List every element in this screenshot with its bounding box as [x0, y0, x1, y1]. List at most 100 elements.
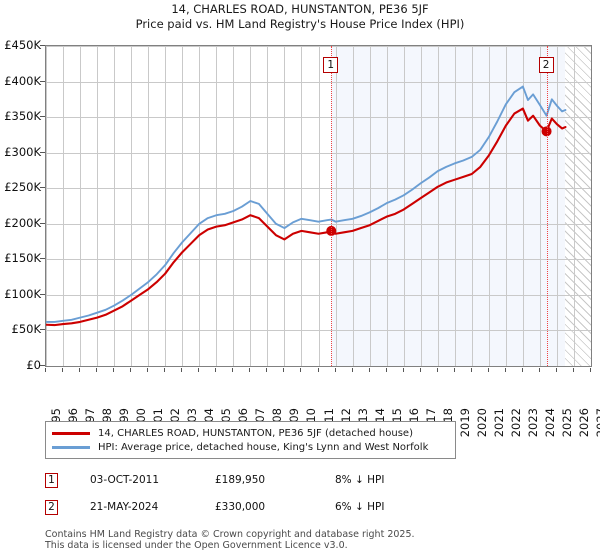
x-axis-tick-mark	[45, 368, 46, 372]
chart-legend: 14, CHARLES ROAD, HUNSTANTON, PE36 5JF (…	[45, 421, 456, 459]
legend-entry-property: 14, CHARLES ROAD, HUNSTANTON, PE36 5JF (…	[52, 426, 449, 440]
x-axis-tick-mark	[419, 368, 421, 372]
x-axis-tick-mark	[198, 368, 200, 372]
gridline-vertical	[80, 46, 82, 366]
legend-label-hpi: HPI: Average price, detached house, King…	[98, 441, 429, 453]
x-axis-tick-label: 2024	[542, 408, 557, 438]
gridline-vertical	[63, 46, 65, 366]
sale-vline-2	[546, 46, 548, 366]
x-axis-tick-mark	[266, 368, 268, 372]
y-axis-tick-mark	[40, 151, 45, 153]
transaction-marker-1: 1	[45, 473, 58, 488]
series-line-hpi	[46, 85, 567, 323]
gridline-vertical	[216, 46, 218, 366]
y-axis-tick-label: £300K	[4, 144, 41, 159]
y-axis-tick-label: £250K	[4, 180, 41, 195]
transaction-hpi-delta: 6% ↓ HPI	[335, 501, 385, 513]
y-axis-tick-label: £150K	[4, 251, 41, 266]
transaction-date: 21-MAY-2024	[90, 501, 159, 513]
y-axis-tick-mark	[40, 45, 45, 46]
x-axis-tick-label: 2023	[525, 408, 540, 438]
y-axis-tick-mark	[40, 365, 45, 366]
x-axis-tick-mark	[436, 368, 438, 372]
x-axis-tick-mark	[351, 368, 353, 372]
gridline-vertical	[335, 46, 337, 366]
gridline-vertical	[301, 46, 303, 366]
sale-vline-1	[331, 46, 333, 366]
x-axis-tick-mark	[504, 368, 506, 372]
gridline-vertical	[352, 46, 354, 366]
gridline-vertical	[114, 46, 116, 366]
series-container	[46, 85, 567, 327]
x-axis-tick-mark	[215, 368, 217, 372]
gridline-vertical	[182, 46, 184, 366]
x-axis-tick-mark	[96, 368, 98, 372]
x-axis-tick-label: 2020	[474, 408, 489, 438]
series-line-property	[46, 107, 567, 327]
x-axis-tick-mark	[453, 368, 455, 372]
gridline-vertical	[454, 46, 456, 366]
x-axis-tick-mark	[164, 368, 166, 372]
x-axis-tick-mark	[590, 368, 591, 372]
legend-swatch-property	[52, 431, 90, 435]
x-axis-tick-mark	[147, 368, 149, 372]
transaction-price: £189,950	[215, 474, 266, 486]
gridline-vertical	[250, 46, 252, 366]
copyright-footer: Contains HM Land Registry data © Crown c…	[45, 529, 565, 551]
transaction-date: 03-OCT-2011	[90, 474, 159, 486]
price-chart: £0 £50K £100K £150K £200K £250K £300K £350K £400…	[0, 38, 600, 437]
y-axis-tick-mark	[40, 116, 45, 118]
projection-hatch-region	[565, 46, 591, 366]
y-axis-tick-mark	[40, 293, 45, 295]
y-axis-tick-mark	[40, 258, 45, 260]
gridline-vertical	[369, 46, 371, 366]
page-title: 14, CHARLES ROAD, HUNSTANTON, PE36 5JF	[171, 2, 429, 16]
gridline-vertical	[505, 46, 507, 366]
gridline-vertical	[386, 46, 388, 366]
plot-area	[45, 45, 592, 367]
y-axis-tick-mark	[40, 222, 45, 224]
x-axis-tick-mark	[402, 368, 404, 372]
x-axis-tick-mark	[334, 368, 336, 372]
footer-line-2: This data is licensed under the Open Gov…	[45, 540, 348, 551]
x-axis-tick-mark	[283, 368, 285, 372]
transaction-marker-2: 2	[45, 500, 58, 515]
x-axis-tick-mark	[385, 368, 387, 372]
chart-title-block: 14, CHARLES ROAD, HUNSTANTON, PE36 5JF P…	[0, 2, 600, 32]
sale-badge-1[interactable]: 1	[323, 57, 339, 73]
x-axis: 1995199619971998199920002001200220032004…	[0, 368, 600, 437]
gridline-vertical	[403, 46, 405, 366]
x-axis-tick-mark	[232, 368, 234, 372]
x-axis-tick-mark	[470, 368, 472, 372]
x-axis-tick-mark	[130, 368, 132, 372]
gridline-vertical	[318, 46, 320, 366]
gridline-vertical	[437, 46, 439, 366]
x-axis-tick-mark	[62, 368, 64, 372]
x-axis-tick-mark	[317, 368, 319, 372]
y-axis-tick-label: £400K	[4, 73, 41, 88]
table-row[interactable]: 1 03-OCT-2011 £189,950 8% ↓ HPI	[45, 473, 475, 493]
x-axis-tick-mark	[487, 368, 489, 372]
table-row[interactable]: 2 21-MAY-2024 £330,000 6% ↓ HPI	[45, 500, 475, 520]
y-axis-tick-label: £100K	[4, 286, 41, 301]
gridline-vertical	[471, 46, 473, 366]
x-axis-tick-mark	[521, 368, 523, 372]
x-axis-tick-mark	[555, 368, 557, 372]
gridline-vertical	[165, 46, 167, 366]
gridline-vertical	[522, 46, 524, 366]
x-axis-tick-mark	[79, 368, 81, 372]
gridline-vertical	[420, 46, 422, 366]
gridline-vertical	[131, 46, 133, 366]
gridline-vertical	[284, 46, 286, 366]
transaction-price: £330,000	[215, 501, 266, 513]
x-axis-tick-mark	[368, 368, 370, 372]
gridline-vertical	[556, 46, 558, 366]
y-axis-tick-label: £0	[26, 358, 41, 372]
x-axis-tick-mark	[113, 368, 115, 372]
y-axis: £0 £50K £100K £150K £200K £250K £300K £350K £400…	[0, 38, 45, 378]
gridline-vertical	[233, 46, 235, 366]
sale-badge-2[interactable]: 2	[538, 57, 554, 73]
gridline-vertical	[539, 46, 541, 366]
transaction-hpi-delta: 8% ↓ HPI	[335, 474, 385, 486]
